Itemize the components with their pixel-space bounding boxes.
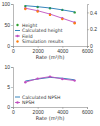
tick-label: 50 [4, 22, 10, 28]
tick-mark [11, 25, 13, 26]
tick: 0.4 [87, 10, 97, 16]
tick-label: 0 [90, 43, 93, 49]
tick: 6000 [82, 107, 93, 115]
tick-label: 100 [2, 1, 11, 7]
tick: 5 [7, 84, 13, 90]
tick-mark [87, 46, 89, 47]
axis-line [11, 5, 14, 47]
tick: 0 [7, 104, 13, 110]
tick-mark [11, 4, 13, 5]
marker [24, 7, 26, 9]
marker [61, 18, 63, 20]
plot-area [24, 75, 76, 83]
tick-label: 0 [7, 43, 10, 49]
legend-label: Calculated NPSH [22, 95, 60, 100]
legend-swatch [16, 101, 18, 103]
legend-swatch [16, 35, 18, 37]
legend-swatch [15, 36, 20, 37]
x-axis: 0200040006000 [12, 46, 93, 54]
tick-label: 2000 [33, 109, 44, 115]
marker [24, 8, 26, 10]
tick: 0 [12, 107, 15, 115]
tick: 10 [4, 64, 13, 70]
series-line [25, 6, 74, 12]
tick: 2000 [33, 107, 44, 115]
x-axis-title: Rate (m³/h) [36, 54, 65, 60]
legend-item: Simulation results [16, 39, 64, 44]
tick-label: 5 [7, 84, 10, 90]
marker [24, 81, 26, 83]
x-axis: 0 2000 4000 6000 [12, 107, 93, 115]
y2-axis: 0 0.2 0.4 [87, 5, 97, 50]
marker [61, 78, 63, 80]
legend-item: Field [15, 34, 33, 39]
series-line [25, 8, 74, 22]
tick-label: 0 [12, 48, 15, 54]
figure: 020004000600005010000.20.4Rate (m³/h)Hei… [0, 0, 100, 126]
marker [49, 13, 51, 15]
marker [61, 17, 63, 19]
marker [49, 14, 51, 16]
marker [49, 75, 51, 77]
x-axis-title: Rate (m³/h) [36, 115, 65, 121]
tick: 50 [4, 22, 13, 28]
legend-item: Calculated height [15, 28, 63, 33]
tick: 4000 [57, 107, 68, 115]
tick-label: 0.4 [90, 10, 97, 16]
tick: 0.2 [87, 26, 97, 32]
legend-swatch [16, 40, 18, 42]
tick-label: 2000 [33, 48, 44, 54]
axis-line [11, 68, 14, 108]
tick-label: 0.2 [90, 26, 97, 32]
chart: 020004000600005010000.20.4Rate (m³/h)Hei… [2, 1, 98, 60]
tick-mark [87, 12, 89, 13]
tick-label: 10 [4, 64, 10, 70]
marker [36, 10, 38, 12]
legend-label: NPSH [22, 100, 35, 105]
tick: 4000 [57, 46, 68, 54]
axis-line [14, 47, 88, 49]
tick-mark [11, 46, 13, 47]
legend-swatch [15, 102, 20, 103]
tick-mark [11, 107, 13, 108]
chart: 0 2000 4000 6000 0 5 10 Rate (m³/h) Calculated N… [4, 64, 93, 121]
tick-label: 4000 [57, 48, 68, 54]
tick: 2000 [33, 46, 44, 54]
marker [73, 22, 75, 24]
legend-label: Simulation results [22, 39, 64, 44]
tick-label: 0 [7, 104, 10, 110]
legend-swatch [16, 24, 18, 26]
axis-line [88, 5, 90, 47]
marker [36, 77, 38, 79]
tick-label: 4000 [57, 109, 68, 115]
axis-line [14, 108, 88, 110]
legend: HeightCalculated heightFieldSimulation r… [15, 23, 64, 45]
legend-label: Height [22, 23, 37, 28]
tick-mark [87, 29, 89, 30]
legend-item: Height [16, 23, 37, 28]
marker [73, 21, 75, 23]
y-axis: 0 50 100 [2, 1, 14, 49]
tick-label: 0 [12, 109, 15, 115]
legend-item: NPSH [15, 100, 35, 105]
legend-label: Calculated height [22, 28, 63, 33]
legend-swatch [15, 30, 20, 31]
tick-mark [11, 87, 13, 88]
tick: 0 [12, 46, 15, 54]
y-axis: 0 5 10 [4, 64, 13, 110]
tick: 0 [87, 43, 93, 49]
marker [73, 79, 75, 81]
tick: 0 [7, 43, 13, 49]
marker [36, 10, 38, 12]
tick-mark [11, 67, 13, 68]
legend-label: Field [22, 34, 33, 39]
tick-label: 6000 [82, 109, 93, 115]
tick: 100 [2, 1, 13, 7]
legend-item: Calculated NPSH [15, 95, 60, 100]
legend: Calculated NPSHNPSH [15, 95, 60, 106]
legend-swatch [15, 97, 20, 98]
